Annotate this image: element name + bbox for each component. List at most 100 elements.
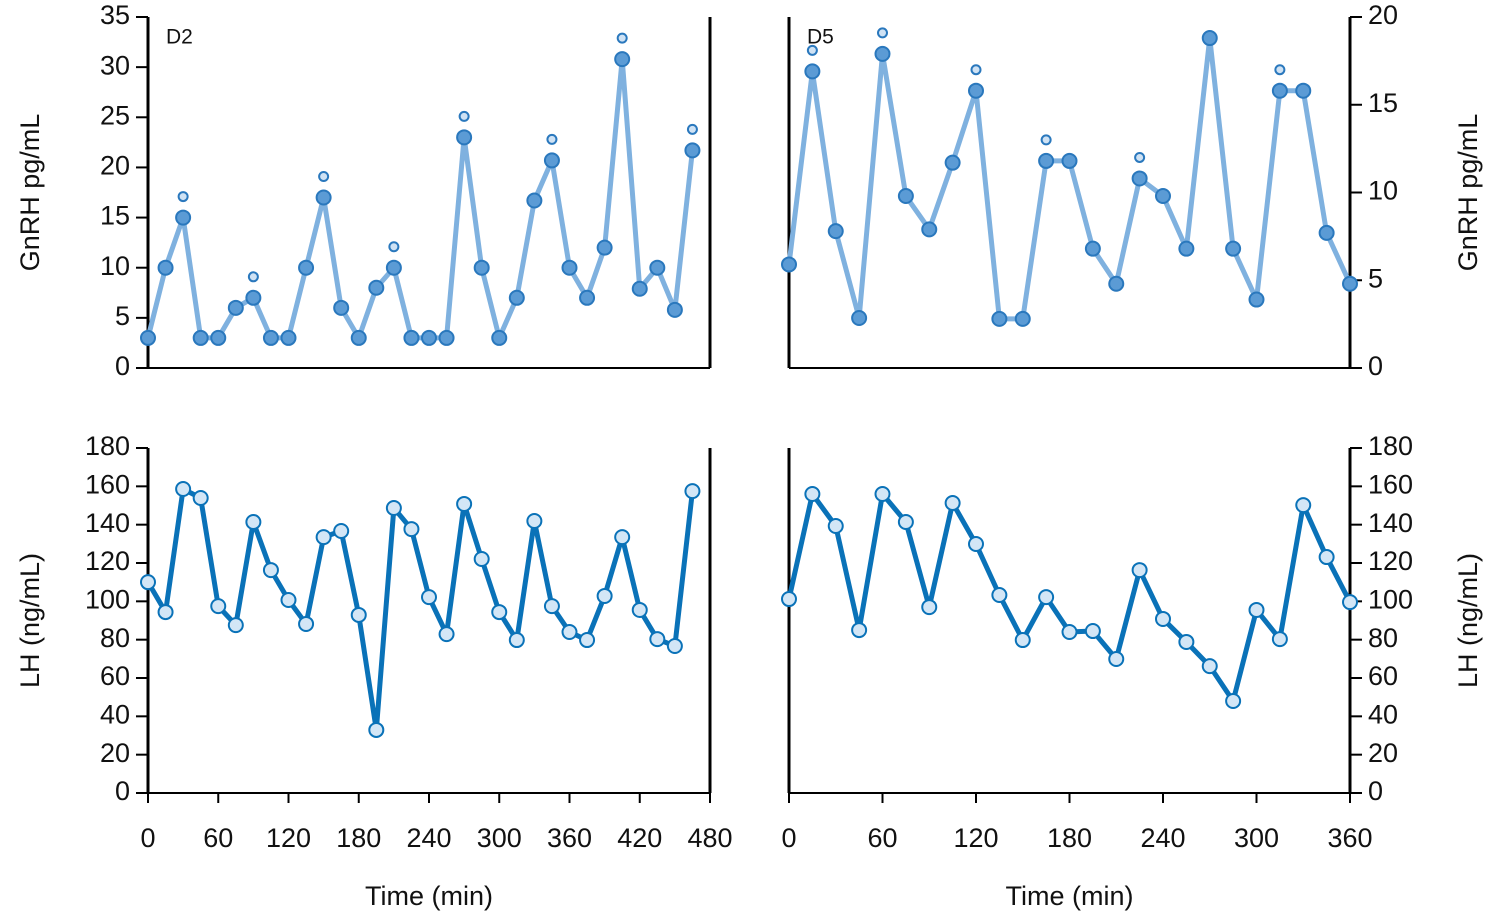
data-point — [368, 279, 385, 296]
y-tick-label: 20 — [1368, 738, 1398, 768]
data-point — [333, 522, 350, 539]
data-point — [1178, 633, 1195, 650]
data-point — [614, 529, 631, 546]
y-tick-label: 5 — [115, 301, 130, 331]
data-point — [1271, 82, 1288, 99]
data-point — [1108, 651, 1125, 668]
data-point — [1248, 291, 1265, 308]
data-point — [140, 329, 156, 346]
y-tick-label: 180 — [1368, 431, 1413, 461]
y-tick-label: 0 — [115, 776, 130, 806]
data-point — [1318, 224, 1335, 241]
data-line — [145, 56, 695, 341]
data-point — [1318, 549, 1335, 566]
data-point — [403, 521, 420, 538]
data-point — [456, 129, 473, 146]
data-point — [921, 221, 938, 238]
data-point — [781, 591, 797, 608]
y-tick-label: 5 — [1368, 263, 1383, 293]
data-point — [1061, 152, 1078, 169]
data-point — [991, 310, 1008, 327]
y-tick-label: 35 — [100, 0, 130, 30]
pulse-marker — [970, 64, 982, 76]
x-tick-label: 120 — [266, 823, 311, 853]
y-axis-label: LH (ng/mL) — [1453, 553, 1483, 688]
y-tick-label: 20 — [100, 151, 130, 181]
y-tick-label: 10 — [1368, 176, 1398, 206]
data-point — [473, 550, 490, 567]
pulse-marker — [877, 27, 888, 39]
x-tick-label: 120 — [953, 823, 998, 853]
y-tick-label: 80 — [1368, 623, 1398, 653]
y-axis-label: GnRH pg/mL — [1453, 114, 1483, 272]
data-point — [192, 490, 209, 507]
data-point — [1295, 82, 1312, 99]
data-point — [1014, 310, 1031, 327]
data-point — [508, 289, 525, 306]
data-point — [298, 615, 315, 632]
data-point — [526, 513, 543, 530]
y-tick-label: 100 — [85, 584, 130, 614]
data-point — [192, 329, 209, 346]
data-point — [1295, 497, 1312, 514]
y-tick-label: 60 — [1368, 661, 1398, 691]
data-point — [851, 622, 868, 639]
data-point — [1225, 693, 1242, 709]
y-tick-label: 0 — [1368, 351, 1383, 381]
data-point — [438, 626, 455, 643]
y-axis-label: LH (ng/mL) — [15, 553, 45, 688]
data-point — [421, 329, 437, 346]
data-point — [210, 329, 227, 346]
pulse-marker — [1134, 151, 1146, 163]
data-point — [350, 606, 367, 623]
data-point — [1038, 589, 1055, 606]
data-point — [968, 536, 984, 553]
data-point — [175, 481, 192, 498]
data-point — [385, 499, 402, 516]
pulse-marker — [1040, 134, 1052, 146]
data-point — [262, 329, 279, 346]
pulse-marker — [806, 44, 818, 56]
data-point — [666, 301, 683, 318]
data-point — [421, 589, 437, 606]
data-point — [245, 289, 262, 306]
data-point — [1084, 240, 1101, 257]
data-point — [596, 239, 613, 256]
data-point — [804, 63, 821, 80]
data-point — [968, 82, 984, 99]
data-point — [897, 188, 914, 205]
y-tick-label: 60 — [100, 661, 130, 691]
y-tick-label: 80 — [100, 623, 130, 653]
data-point — [262, 562, 279, 579]
y-tick-label: 140 — [1368, 508, 1413, 538]
data-point — [631, 280, 648, 297]
data-point — [897, 513, 914, 530]
data-point — [804, 486, 821, 502]
data-point — [1014, 632, 1031, 649]
x-tick-label: 480 — [687, 823, 732, 853]
data-point — [1155, 188, 1171, 205]
data-point — [1061, 624, 1078, 640]
pulse-marker — [616, 32, 628, 44]
y-tick-label: 15 — [1368, 88, 1398, 118]
x-tick-label: 180 — [336, 823, 381, 853]
data-point — [874, 486, 891, 502]
data-point — [298, 259, 315, 276]
y-tick-label: 20 — [1368, 0, 1398, 30]
data-point — [991, 587, 1008, 604]
x-tick-label: 180 — [1047, 823, 1092, 853]
data-point — [596, 587, 613, 604]
data-point — [614, 51, 631, 68]
data-point — [175, 209, 192, 226]
data-point — [543, 598, 560, 615]
y-tick-label: 15 — [100, 201, 130, 231]
data-point — [944, 154, 961, 171]
data-point — [1342, 594, 1358, 611]
data-point — [1248, 601, 1265, 618]
x-tick-label: 60 — [867, 823, 897, 853]
data-point — [1084, 623, 1101, 640]
x-tick-label: 360 — [1327, 823, 1372, 853]
data-point — [315, 189, 332, 206]
data-point — [1225, 240, 1242, 257]
data-point — [1201, 30, 1218, 47]
